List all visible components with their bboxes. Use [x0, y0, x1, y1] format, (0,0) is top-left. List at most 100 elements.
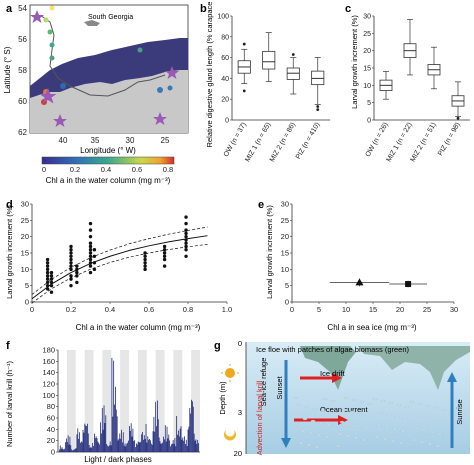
krill-count-bar — [87, 433, 89, 452]
krill-count-bar — [107, 445, 108, 452]
a-ylabel: Latitude (° S) — [3, 46, 12, 93]
krill-icon — [411, 438, 417, 442]
dark-phase-band — [120, 350, 129, 452]
south-georgia-island — [84, 20, 100, 26]
station-dot — [47, 29, 53, 35]
krill-count-bar — [197, 439, 199, 452]
d-xlabel: Chl a in the water column (mg m⁻³) — [76, 323, 201, 332]
data-point — [162, 251, 167, 255]
krill-count-bar — [170, 446, 171, 452]
krill-count-bar — [151, 444, 153, 452]
krill-count-bar — [101, 433, 102, 452]
y-tick-label: 25 — [281, 216, 289, 225]
krill-count-bar — [64, 448, 66, 452]
ice-drift-label: Ice drift — [320, 369, 346, 378]
krill-count-bar — [178, 430, 179, 452]
krill-count-bar — [171, 444, 172, 452]
data-point — [92, 248, 97, 252]
data-point — [88, 228, 93, 232]
y-tick-label: 20 — [21, 232, 29, 241]
data-point — [88, 234, 93, 239]
data-point — [69, 274, 73, 278]
krill-count-bar — [136, 444, 138, 452]
d-ylabel: Larval growth increment (%) — [5, 205, 14, 299]
data-point — [69, 264, 73, 268]
data-point — [49, 290, 54, 294]
station-dot — [157, 87, 163, 93]
krill-icon — [293, 396, 299, 400]
dark-phase-band — [84, 350, 94, 452]
krill-count-bar — [174, 438, 176, 452]
krill-count-bar — [150, 443, 152, 452]
data-point — [75, 280, 79, 285]
data-point — [184, 234, 188, 239]
panel-c: c Larval growth increment (%) 0 5 10 15 20 25… — [345, 3, 470, 163]
krill-count-bar — [89, 447, 91, 452]
y-tick-label: 30 — [21, 200, 29, 209]
y-tick-label: 20 — [363, 48, 371, 55]
krill-count-bar — [149, 438, 150, 452]
data-point — [184, 221, 188, 226]
refuge-label: Sea-ice refuge — [259, 358, 268, 407]
star-marker — [53, 114, 67, 127]
krill-count-bar — [126, 443, 128, 452]
krill-count-bar — [187, 429, 189, 452]
krill-count-bar — [147, 436, 149, 452]
krill-count-bar — [183, 440, 185, 452]
dark-phase-band — [191, 350, 200, 452]
x-tick-label: 1.0 — [222, 305, 232, 314]
krill-count-bar — [61, 447, 63, 452]
y-tick-label: 15 — [21, 249, 29, 258]
krill-count-bar — [153, 416, 155, 452]
krill-count-bar — [125, 446, 127, 452]
krill-icon — [341, 408, 347, 412]
krill-count-bar — [157, 419, 159, 452]
outlier-point — [316, 105, 320, 108]
station-dot — [49, 5, 55, 11]
panel-letter-b: b — [200, 3, 207, 15]
krill-count-bar — [121, 429, 122, 452]
krill-count-bar — [162, 442, 164, 452]
krill-count-bar — [115, 386, 116, 452]
y-tick-label: 10 — [281, 265, 289, 274]
y-tick-label: 80 — [47, 402, 55, 411]
krill-swarm — [293, 396, 447, 449]
krill-count-bar — [100, 422, 101, 452]
krill-count-bar — [122, 442, 123, 452]
krill-icon — [363, 426, 369, 430]
g-ylabel: Depth (m) — [218, 381, 227, 415]
krill-count-bar — [156, 426, 157, 452]
panel-f: f Number of larval krill (h⁻¹) Light / d… — [5, 340, 200, 464]
krill-count-bar — [190, 413, 192, 452]
krill-count-bar — [129, 425, 130, 452]
a-ytick: 62 — [18, 128, 27, 137]
panel-letter-f: f — [6, 340, 10, 352]
krill-count-bar — [73, 449, 75, 452]
krill-count-bar — [142, 431, 143, 452]
y-tick-label: 20 — [221, 97, 229, 104]
krill-icon — [374, 435, 380, 439]
krill-count-bar — [179, 428, 181, 452]
krill-count-bar — [196, 444, 198, 452]
triangle-marker — [355, 278, 364, 286]
krill-count-bar — [181, 439, 183, 452]
panel-b: b Relative digestive gland length (% car… — [200, 0, 330, 163]
krill-count-bar — [146, 442, 148, 452]
krill-count-bar — [137, 441, 139, 452]
data-point — [69, 257, 73, 262]
data-point — [162, 264, 167, 268]
x-tick-label: 30 — [450, 305, 458, 314]
krill-icon — [351, 398, 357, 402]
ice-floe — [300, 346, 356, 390]
krill-icon — [310, 419, 316, 423]
krill-count-bar — [120, 438, 122, 452]
krill-count-bar — [127, 442, 129, 452]
krill-count-bar — [72, 450, 73, 452]
krill-icon — [419, 440, 425, 444]
data-point — [49, 277, 54, 281]
krill-count-bar — [88, 444, 90, 452]
krill-icon — [343, 396, 349, 400]
station-dot — [49, 55, 55, 61]
krill-icon — [415, 414, 421, 418]
colorbar-tick: 0.8 — [163, 165, 173, 174]
